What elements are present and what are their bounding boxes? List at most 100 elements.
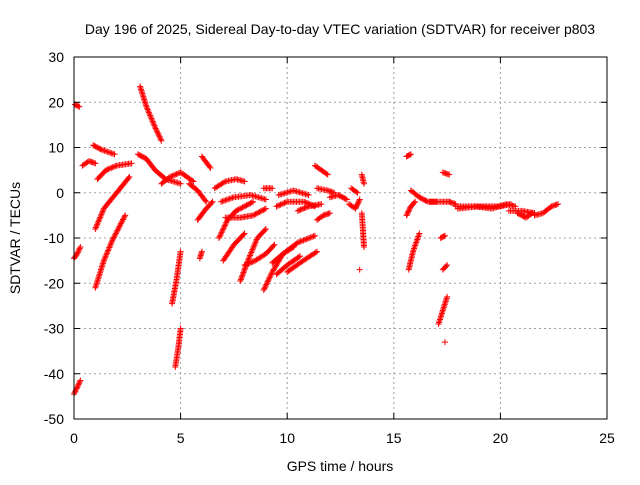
data-point xyxy=(115,226,122,233)
data-point xyxy=(264,278,271,285)
data-point xyxy=(143,103,150,110)
y-tick-label: -10 xyxy=(44,230,64,246)
data-point xyxy=(241,262,248,269)
data-point xyxy=(300,205,307,212)
data-point xyxy=(311,232,318,239)
data-point xyxy=(95,218,102,225)
data-point xyxy=(260,206,267,213)
data-point xyxy=(73,385,80,392)
data-point xyxy=(508,201,515,208)
data-point xyxy=(110,235,117,242)
data-point xyxy=(102,254,109,261)
data-point xyxy=(226,195,233,202)
data-point xyxy=(198,248,205,255)
data-point xyxy=(252,211,259,218)
data-point xyxy=(295,254,302,261)
data-point xyxy=(446,171,453,178)
data-point xyxy=(106,165,113,172)
data-point xyxy=(416,230,423,237)
data-point xyxy=(260,287,267,294)
data-point xyxy=(104,166,111,173)
data-point xyxy=(221,223,228,230)
data-point xyxy=(225,196,232,203)
data-point xyxy=(153,128,160,135)
data-point xyxy=(76,378,83,385)
data-point xyxy=(147,112,154,119)
data-point xyxy=(267,273,274,280)
data-point xyxy=(270,242,277,249)
data-point xyxy=(444,262,451,269)
data-point xyxy=(218,229,225,236)
data-point xyxy=(97,146,104,153)
data-point xyxy=(74,250,81,257)
data-point xyxy=(93,223,100,230)
data-point xyxy=(76,380,83,387)
data-point xyxy=(222,221,229,228)
data-point xyxy=(220,225,227,232)
data-point xyxy=(355,199,362,206)
data-point xyxy=(206,163,213,170)
data-point xyxy=(218,198,225,205)
data-point xyxy=(189,177,196,184)
data-point xyxy=(323,170,330,177)
data-point xyxy=(77,377,84,384)
data-point xyxy=(97,214,104,221)
data-point xyxy=(239,204,246,211)
data-point xyxy=(257,208,264,215)
data-point xyxy=(266,274,273,281)
data-point xyxy=(403,212,410,219)
data-point xyxy=(444,293,451,300)
data-point xyxy=(177,248,184,255)
data-point xyxy=(104,148,111,155)
data-point xyxy=(101,256,108,263)
y-tick-label: -40 xyxy=(44,366,64,382)
data-point xyxy=(152,124,159,131)
data-point xyxy=(120,215,127,222)
data-point xyxy=(271,241,278,248)
data-point xyxy=(245,260,252,267)
data-point xyxy=(95,217,102,224)
data-point xyxy=(177,325,184,332)
data-point xyxy=(250,198,257,205)
data-point xyxy=(108,150,115,157)
data-point xyxy=(296,238,303,245)
data-point xyxy=(300,237,307,244)
data-point xyxy=(256,208,263,215)
x-tick-label: 10 xyxy=(279,430,295,446)
data-point xyxy=(104,248,111,255)
data-point xyxy=(94,220,101,227)
data-point xyxy=(219,198,226,205)
data-point xyxy=(405,208,412,215)
data-point xyxy=(128,160,135,167)
data-point xyxy=(172,171,179,178)
data-point xyxy=(215,235,222,241)
data-point xyxy=(111,151,118,158)
data-point xyxy=(406,205,413,212)
data-point xyxy=(297,206,304,213)
data-point xyxy=(244,261,251,268)
data-point xyxy=(249,246,256,253)
data-point xyxy=(107,241,114,248)
data-point xyxy=(301,205,308,212)
data-point xyxy=(301,198,308,205)
data-point xyxy=(166,173,173,180)
data-point xyxy=(108,240,115,247)
data-point xyxy=(219,226,226,233)
x-tick-label: 0 xyxy=(70,430,78,446)
data-point xyxy=(145,108,152,115)
data-point xyxy=(298,206,305,213)
data-point xyxy=(202,197,209,204)
data-point xyxy=(110,150,117,157)
data-point xyxy=(237,276,244,283)
data-point xyxy=(296,253,303,260)
data-point xyxy=(217,232,224,239)
data-point xyxy=(356,266,363,273)
data-point xyxy=(144,106,151,113)
data-point xyxy=(248,259,255,266)
data-point xyxy=(152,125,159,132)
x-tick-label: 20 xyxy=(493,430,509,446)
data-point xyxy=(326,210,333,217)
data-point xyxy=(209,198,216,205)
data-point xyxy=(354,189,361,196)
